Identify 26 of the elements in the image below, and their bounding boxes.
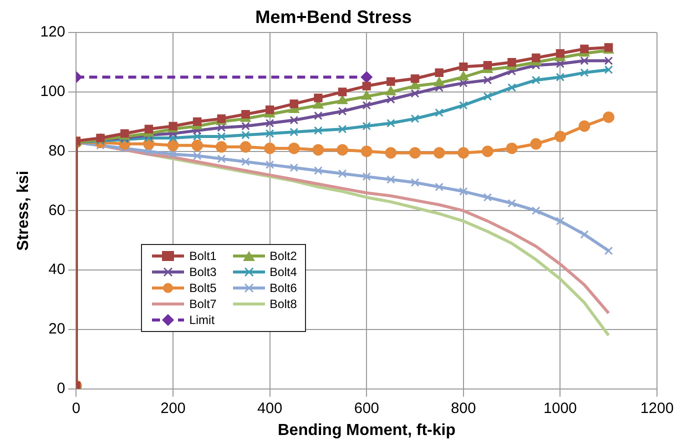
- y-tick-label: 20: [48, 320, 66, 338]
- x-tick-label: 0: [72, 400, 80, 417]
- legend-label: Bolt7: [189, 296, 217, 311]
- x-tick-label: 200: [160, 400, 186, 417]
- y-tick-label: 100: [40, 83, 66, 100]
- legend-label: Bolt2: [270, 248, 297, 263]
- x-tick-label: 600: [354, 400, 380, 417]
- legend-label: Bolt5: [189, 280, 217, 295]
- legend-label: Bolt1: [189, 248, 217, 263]
- legend-label: Bolt6: [270, 280, 297, 295]
- x-axis-title: Bending Moment, ft-kip: [278, 422, 456, 439]
- y-axis-title: Stress, ksi: [15, 170, 32, 251]
- x-tick-label: 1200: [640, 400, 674, 417]
- legend-label: Bolt8: [270, 296, 297, 311]
- y-tick-label: 60: [48, 202, 66, 219]
- legend-label: Limit: [189, 312, 215, 327]
- legend-label: Bolt4: [270, 264, 297, 279]
- x-tick-label: 1000: [544, 400, 577, 417]
- legend-label: Bolt3: [189, 264, 217, 279]
- chart-title: Mem+Bend Stress: [255, 6, 412, 27]
- x-tick-label: 800: [450, 400, 476, 417]
- y-tick-label: 80: [48, 142, 66, 160]
- x-tick-label: 400: [257, 400, 282, 417]
- y-tick-label: 120: [40, 24, 66, 41]
- y-tick-label: 0: [56, 380, 66, 397]
- y-tick-label: 40: [48, 261, 66, 278]
